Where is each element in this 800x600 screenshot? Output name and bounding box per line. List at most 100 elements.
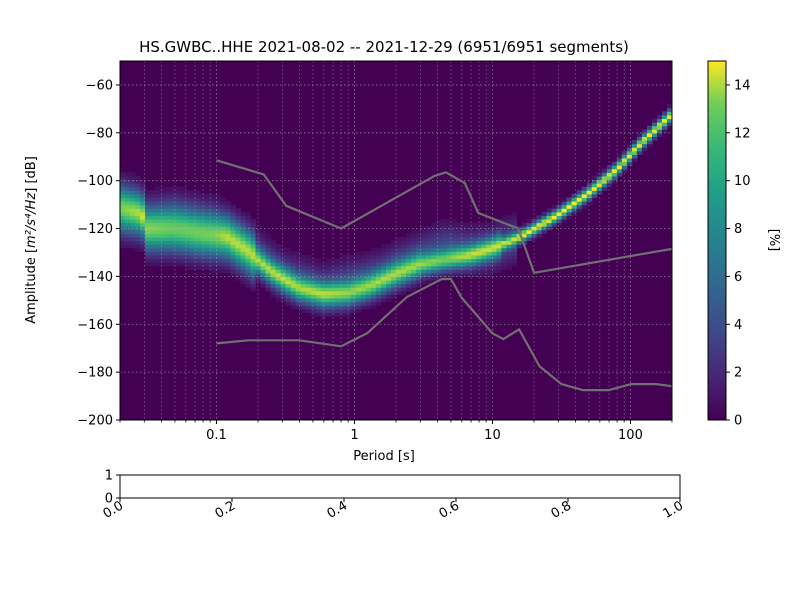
heatmap-cell: [476, 240, 482, 245]
heatmap-cell: [501, 240, 507, 245]
heatmap-cell: [185, 262, 191, 267]
heatmap-cell: [235, 262, 242, 267]
heatmap-cell: [461, 265, 467, 270]
heatmap-cell: [210, 258, 216, 263]
heatmap-cell: [120, 197, 126, 202]
heatmap-cell: [130, 175, 136, 181]
heatmap-cell: [446, 258, 452, 263]
heatmap-cell: [180, 204, 186, 209]
heatmap-cell: [235, 233, 242, 238]
heatmap-cell: [506, 244, 513, 249]
heatmap-cell: [205, 215, 211, 220]
heatmap-cell: [441, 244, 447, 249]
heatmap-cell: [135, 175, 141, 181]
heatmap-cell: [195, 265, 201, 270]
heatmap-cell: [511, 236, 518, 242]
heatmap-cell: [335, 262, 342, 267]
heatmap-cell: [185, 236, 191, 242]
heatmap-cell: [190, 258, 196, 263]
heatmap-cell: [185, 201, 191, 206]
heatmap-cell: [325, 262, 332, 267]
heatmap-cell: [150, 251, 156, 256]
heatmap-cell: [471, 258, 477, 263]
heatmap-cell: [210, 244, 216, 249]
heatmap-cell: [120, 190, 126, 195]
heatmap-cell: [210, 204, 216, 209]
heatmap-cell: [345, 294, 352, 299]
heatmap-cell: [606, 179, 613, 184]
heatmap-cell: [401, 236, 407, 242]
heatmap-cell: [285, 279, 292, 285]
heatmap-cell: [315, 290, 322, 295]
heatmap-cell: [195, 258, 201, 263]
heatmap-cell: [180, 251, 186, 256]
heatmap-cell: [581, 190, 588, 195]
heatmap-cell: [591, 179, 598, 184]
colorbar-tick-label: 2: [734, 366, 742, 381]
heatmap-cell: [200, 233, 206, 238]
heatmap-cell: [120, 172, 126, 177]
heatmap-cell: [646, 125, 653, 130]
heatmap-cell: [230, 236, 237, 242]
heatmap-cell: [656, 125, 663, 130]
heatmap-cell: [130, 193, 136, 199]
heatmap-cell: [330, 262, 337, 267]
heatmap-cell: [325, 276, 332, 281]
heatmap-cell: [295, 254, 302, 260]
heatmap-cell: [225, 251, 231, 256]
heatmap-cell: [145, 190, 151, 195]
heatmap-cell: [446, 218, 452, 224]
heatmap-cell: [285, 254, 292, 260]
heatmap-cell: [340, 308, 347, 313]
heatmap-cell: [320, 290, 327, 295]
heatmap-cell: [290, 251, 297, 256]
heatmap-cell: [160, 190, 166, 195]
heatmap-cell: [345, 308, 352, 313]
heatmap-cell: [190, 215, 196, 220]
heatmap-cell: [656, 129, 663, 134]
heatmap-cell: [275, 272, 282, 277]
heatmap-cell: [215, 251, 221, 256]
heatmap-cell: [215, 229, 221, 234]
heatmap-cell: [436, 236, 442, 242]
heatmap-cell: [621, 161, 628, 166]
heatmap-cell: [205, 240, 211, 245]
heatmap-cell: [150, 222, 156, 227]
heatmap-cell: [195, 204, 201, 209]
heatmap-cell: [441, 226, 447, 231]
heatmap-cell: [335, 290, 342, 295]
heatmap-cell: [360, 251, 367, 256]
heatmap-cell: [461, 258, 467, 263]
heatmap-cell: [210, 218, 216, 224]
heatmap-cell: [270, 262, 277, 267]
heatmap-cell: [265, 276, 272, 281]
heatmap-cell: [461, 236, 467, 242]
heatmap-cell: [165, 190, 171, 195]
heatmap-cell: [155, 215, 161, 220]
heatmap-cell: [461, 229, 467, 234]
heatmap-cell: [175, 186, 181, 191]
heatmap-cell: [411, 254, 417, 260]
heatmap-cell: [215, 215, 221, 220]
heatmap-cell: [310, 258, 317, 263]
heatmap-cell: [135, 218, 141, 224]
heatmap-cell: [325, 290, 332, 295]
heatmap-cell: [255, 226, 262, 231]
heatmap-cell: [145, 247, 151, 252]
heatmap-cell: [330, 276, 337, 281]
heatmap-cell: [401, 276, 407, 281]
heatmap-cell: [170, 233, 176, 238]
heatmap-cell: [120, 226, 126, 231]
colorbar-tick-label: 10: [734, 174, 751, 189]
heatmap-cell: [551, 218, 558, 224]
heatmap-cell: [626, 154, 633, 159]
heatmap-cell: [310, 297, 317, 303]
heatmap-cell: [345, 287, 352, 292]
heatmap-cell: [225, 222, 231, 227]
heatmap-cell: [125, 208, 131, 213]
heatmap-cell: [451, 233, 457, 238]
heatmap-cell: [245, 276, 252, 281]
heatmap-cell: [155, 204, 161, 209]
heatmap-cell: [195, 197, 201, 202]
heatmap-cell: [165, 254, 171, 260]
